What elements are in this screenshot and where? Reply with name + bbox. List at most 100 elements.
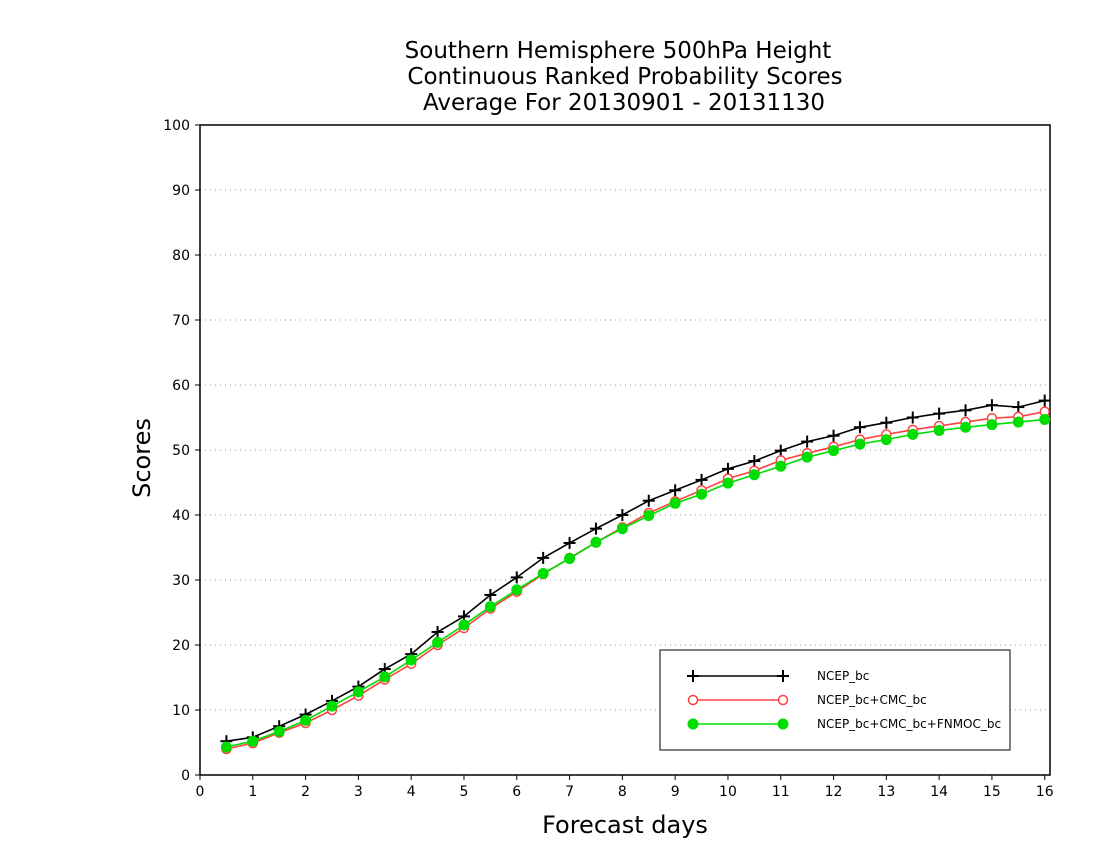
series-1-point [510, 571, 523, 584]
y-tick-label-70: 70 [172, 313, 190, 329]
y-tick-label-80: 80 [172, 248, 190, 264]
y-tick-label-100: 100 [163, 118, 190, 134]
series-1-point [1012, 401, 1025, 414]
grid-lines [200, 189, 1050, 711]
x-tick-label-1: 1 [248, 784, 257, 800]
y-tick-label-10: 10 [172, 703, 190, 719]
legend-marker-end [777, 670, 789, 682]
x-tick-label-14: 14 [930, 784, 948, 800]
series-3-point [273, 725, 285, 737]
series-1-point [880, 416, 893, 429]
series-1-point [774, 444, 787, 457]
series-1-point [933, 407, 946, 420]
series-3-point [432, 636, 444, 648]
series-1-point [616, 509, 629, 521]
series-3-point [960, 421, 972, 433]
series-1-point [827, 429, 840, 442]
series-1-point [484, 588, 497, 601]
series-1-point [589, 522, 602, 535]
x-axis-label: Forecast days [542, 811, 708, 839]
legend-label-2: NCEP_bc+CMC_bc [817, 693, 927, 707]
legend-marker-start [687, 670, 699, 682]
data-series [220, 394, 1051, 755]
y-tick-label-30: 30 [172, 573, 190, 589]
series-3 [220, 413, 1051, 753]
series-3-point [775, 460, 787, 472]
x-tick-label-3: 3 [354, 784, 363, 800]
y-tick-label-50: 50 [172, 443, 190, 459]
legend-marker-end [777, 694, 789, 706]
x-tick-label-11: 11 [772, 784, 790, 800]
chart-title-line-1: Southern Hemisphere 500hPa Height [405, 38, 832, 64]
chart-title: Southern Hemisphere 500hPa Height Contin… [405, 38, 843, 116]
x-tick-label-6: 6 [512, 784, 521, 800]
series-3-point [748, 469, 760, 481]
x-tick-label-0: 0 [196, 784, 205, 800]
x-tick-label-16: 16 [1036, 784, 1054, 800]
series-1-point [748, 455, 761, 468]
series-1 [220, 394, 1051, 748]
series-1-point [537, 551, 550, 564]
x-tick-label-8: 8 [618, 784, 627, 800]
series-1-point [801, 435, 814, 448]
x-tick-label-5: 5 [460, 784, 469, 800]
series-3-point [564, 553, 576, 565]
series-1-point [906, 411, 919, 424]
series-3-point [352, 686, 364, 698]
series-3-point [220, 741, 232, 753]
y-tick-label-60: 60 [172, 378, 190, 394]
series-3-point [616, 523, 628, 535]
series-1-point [853, 421, 866, 434]
series-3-point [300, 714, 312, 726]
x-tick-label-12: 12 [825, 784, 843, 800]
series-3-point [828, 445, 840, 457]
series-3-point [511, 584, 523, 596]
legend-entry-2: NCEP_bc+CMC_bc [687, 693, 927, 707]
series-3-point [590, 536, 602, 548]
x-tick-label-9: 9 [671, 784, 680, 800]
series-3-point [696, 488, 708, 500]
series-3-point [326, 700, 338, 712]
legend-entry-1: NCEP_bc [687, 669, 869, 683]
series-3-point [854, 438, 866, 450]
series-1-point [563, 536, 576, 549]
x-tick-label-15: 15 [983, 784, 1001, 800]
series-3-point [933, 425, 945, 436]
series-1-point [1038, 394, 1051, 407]
legend-label-3: NCEP_bc+CMC_bc+FNMOC_bc [817, 717, 1001, 731]
series-1-point [959, 404, 972, 417]
series-3-point [379, 671, 391, 683]
series-3-point [1012, 416, 1024, 428]
series-1-point [695, 473, 708, 486]
series-3-point [484, 601, 496, 613]
series-1-point [669, 484, 682, 497]
chart-title-line-2: Continuous Ranked Probability Scores [407, 64, 842, 90]
series-1-point [721, 462, 734, 475]
legend-marker-end [777, 718, 789, 730]
series-1-point [642, 494, 655, 507]
x-tick-label-13: 13 [877, 784, 895, 800]
x-tick-label-10: 10 [719, 784, 737, 800]
series-3-point [801, 451, 813, 463]
y-tick-label-40: 40 [172, 508, 190, 524]
legend: NCEP_bc NCEP_bc+CMC_bc NCEP_bc+CMC_bc+FNMO… [659, 649, 1011, 751]
x-tick-label-4: 4 [407, 784, 416, 800]
legend-label-1: NCEP_bc [817, 669, 869, 683]
series-3-point [405, 654, 417, 666]
legend-marker-start [687, 718, 699, 730]
series-3-point [722, 477, 734, 489]
series-3-point [880, 434, 892, 446]
series-1-point [431, 626, 444, 638]
series-1-point [985, 399, 998, 412]
series-3-point [247, 735, 259, 747]
series-3-point [643, 510, 655, 522]
x-tick-label-7: 7 [565, 784, 574, 800]
series-3-point [537, 568, 549, 579]
y-tick-label-90: 90 [172, 183, 190, 199]
series-3-point [907, 428, 919, 440]
y-tick-label-0: 0 [181, 768, 190, 784]
legend-marker-start [687, 694, 699, 706]
series-3-point [986, 419, 998, 431]
